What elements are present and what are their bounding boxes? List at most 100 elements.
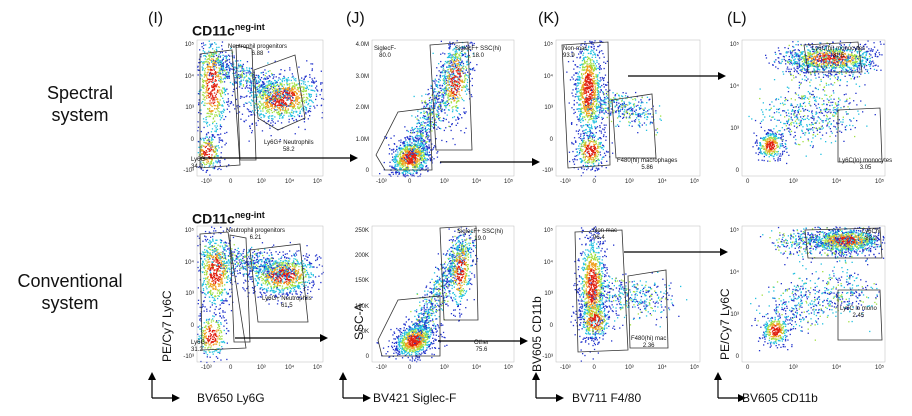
s-i-ly6g-neg-label: Ly6G- 34.9: [191, 157, 207, 171]
c-l-xtick: 10⁴: [832, 365, 842, 371]
c-i-neutro-prog-name: Neutrophil progenitors: [226, 228, 286, 234]
s-l-xtick: 10³: [789, 179, 798, 185]
plot-spectral-i: [197, 40, 325, 176]
s-i-ly6g-neutro-label: Ly6G+ Neutrophils 58.2: [264, 140, 314, 154]
c-j-xtick: 0: [408, 365, 412, 371]
c-k-xtick: 10⁵: [690, 365, 700, 371]
s-l-ly6clo-value: 3.05: [859, 165, 872, 171]
c-l-ly6chi-name: Ly6Chi: [862, 229, 881, 235]
c-l-xtick: 10³: [789, 365, 798, 371]
c-i-frame: [196, 225, 324, 363]
s-l-ly6chi-name: Ly6C(hi) monocytes: [812, 46, 866, 52]
c-k-ytick: -10³: [542, 354, 553, 360]
c-j-frame: [371, 225, 515, 363]
row-label-conventional-line1: Conventional: [17, 271, 123, 291]
c-l-xtick: 10⁵: [875, 365, 885, 371]
s-j-siglecf-neg-gate: [375, 107, 433, 171]
title-spectral-sup: neg-int: [234, 22, 265, 32]
s-j-xtick: 0: [408, 179, 412, 185]
row-label-conventional: Conventional system: [10, 270, 130, 314]
s-i-xtick: 10⁴: [285, 179, 295, 185]
c-i-ly6g-neg-gate: [199, 231, 247, 351]
s-i-neutro-prog-value: 6.88: [251, 51, 264, 57]
s-i-ly6g-neutro-name: Ly6G+ Neutrophils: [264, 140, 314, 146]
c-i-ly6g-neg-label: Ly6G- 31.2: [191, 340, 207, 354]
plot-conventional-j: [376, 226, 479, 363]
s-l-ly6clo-label: Ly6C(lo) monocytes 3.05: [839, 158, 892, 172]
c-l-ly6chi-gate: [804, 227, 883, 259]
arrow-c-j-to-k-head: [520, 337, 528, 345]
c-j-xtick: -10³: [376, 365, 387, 371]
s-l-ly6clo-name: Ly6C(lo) monocytes: [839, 158, 893, 164]
c-i-ytick: 0: [190, 322, 194, 329]
s-j-ytick: 2.0M: [355, 105, 369, 111]
c-j-other-label: Other 75.6: [474, 340, 489, 354]
c-k-ytick: 10⁵: [543, 228, 553, 234]
c-k-macrophage-gate: [627, 269, 669, 349]
s-k-xtick: 10³: [625, 179, 634, 185]
c-l-ly6chi-label: Ly6Chi 88.2: [862, 229, 880, 243]
s-i-ytick: 10⁵: [184, 42, 194, 48]
c-k-non-mac-name: Non mac: [593, 228, 618, 234]
x-axis-label-l: BV605 CD11b: [742, 391, 818, 405]
s-i-ly6g-neg-value: 34.9: [191, 164, 203, 170]
title-spectral: CD11cneg-int: [192, 22, 265, 39]
c-j-ytick: 100K: [354, 303, 369, 310]
s-j-siglecf-pos-gate: [429, 41, 473, 151]
axis-corner-k-right: [556, 394, 564, 402]
x-axis-label-j: BV421 Siglec-F: [373, 391, 457, 405]
title-conventional: CD11cneg-int: [192, 210, 265, 227]
c-j-other-value: 75.6: [475, 347, 488, 353]
arrow-c-k-to-l: [624, 248, 728, 256]
s-l-ly6chi-value: 81.5: [832, 53, 845, 59]
c-i-ly6g-gate: [249, 243, 309, 323]
c-j-siglecf-pos-gate: [439, 225, 479, 321]
s-l-frame: [741, 39, 886, 177]
c-j-ytick: 150K: [354, 278, 369, 285]
s-i-xtick: 10³: [257, 179, 266, 185]
panel-label-k: (K): [538, 10, 560, 27]
panel-label-l: (L): [727, 10, 747, 27]
arrow-c-i-to-j-head: [320, 334, 328, 342]
c-i-neutro-prog-label: Neutrophil progenitors 6.21: [226, 228, 285, 242]
c-j-ytick: 0: [365, 354, 369, 360]
c-k-non-mac-label: Non mac 96.4: [593, 228, 617, 242]
c-k-ytick: 0: [549, 322, 553, 329]
c-i-ly6g-neutro-name: Ly6G+ Neutrophils: [262, 296, 312, 302]
row-label-spectral: Spectral system: [20, 82, 140, 126]
s-j-xtick: 10⁵: [504, 179, 514, 185]
c-j-other-gate: [377, 295, 441, 357]
c-i-ly6g-neutro-value: 61.5: [280, 303, 293, 309]
c-l-ytick: 10⁴: [729, 270, 739, 276]
c-j-ytick: 200K: [354, 253, 369, 260]
arrow-s-i-to-j-head: [350, 154, 358, 162]
plot-spectral-k: [566, 40, 662, 178]
arrow-s-k-to-l: [628, 72, 726, 80]
s-j-ytick: 3.0M: [355, 73, 369, 80]
c-j-siglecf-pos-name: SiglecF+ SSC(hi): [457, 229, 504, 235]
row-label-spectral-line2: system: [51, 105, 109, 125]
s-k-ytick: 10³: [544, 105, 553, 111]
c-i-xtick: 10⁵: [313, 365, 323, 371]
c-l-xtick: 0: [746, 365, 750, 371]
title-conventional-main: CD11c: [192, 210, 235, 227]
s-j-ytick: 1.0M: [355, 136, 369, 143]
s-k-xtick: -10³: [560, 179, 571, 185]
s-j-siglecf-pos-label: SiglecF+ SSC(hi) 18.0: [455, 46, 501, 60]
axis-corner-j: [339, 372, 371, 402]
s-k-non-mac-gate: [561, 41, 611, 169]
arrow-s-j-to-k-head: [532, 158, 540, 166]
panel-label-i: (I): [148, 10, 164, 27]
s-k-frame: [555, 39, 701, 177]
s-l-ytick: 10³: [730, 126, 739, 132]
s-k-ytick: -10³: [542, 168, 553, 174]
c-i-ytick: 10⁴: [184, 259, 194, 266]
s-k-macrophage-gate: [611, 93, 657, 159]
c-l-ly6chi-value: 88.2: [865, 236, 878, 242]
s-l-ly6clo-gate: [837, 107, 883, 163]
s-j-siglecf-pos-value: 18.0: [472, 53, 484, 59]
s-i-xtick: -10³: [201, 179, 212, 185]
s-j-ytick: 4.0M: [355, 42, 369, 48]
s-i-xtick: 0: [229, 179, 233, 185]
axis-corner-k: [532, 372, 564, 402]
